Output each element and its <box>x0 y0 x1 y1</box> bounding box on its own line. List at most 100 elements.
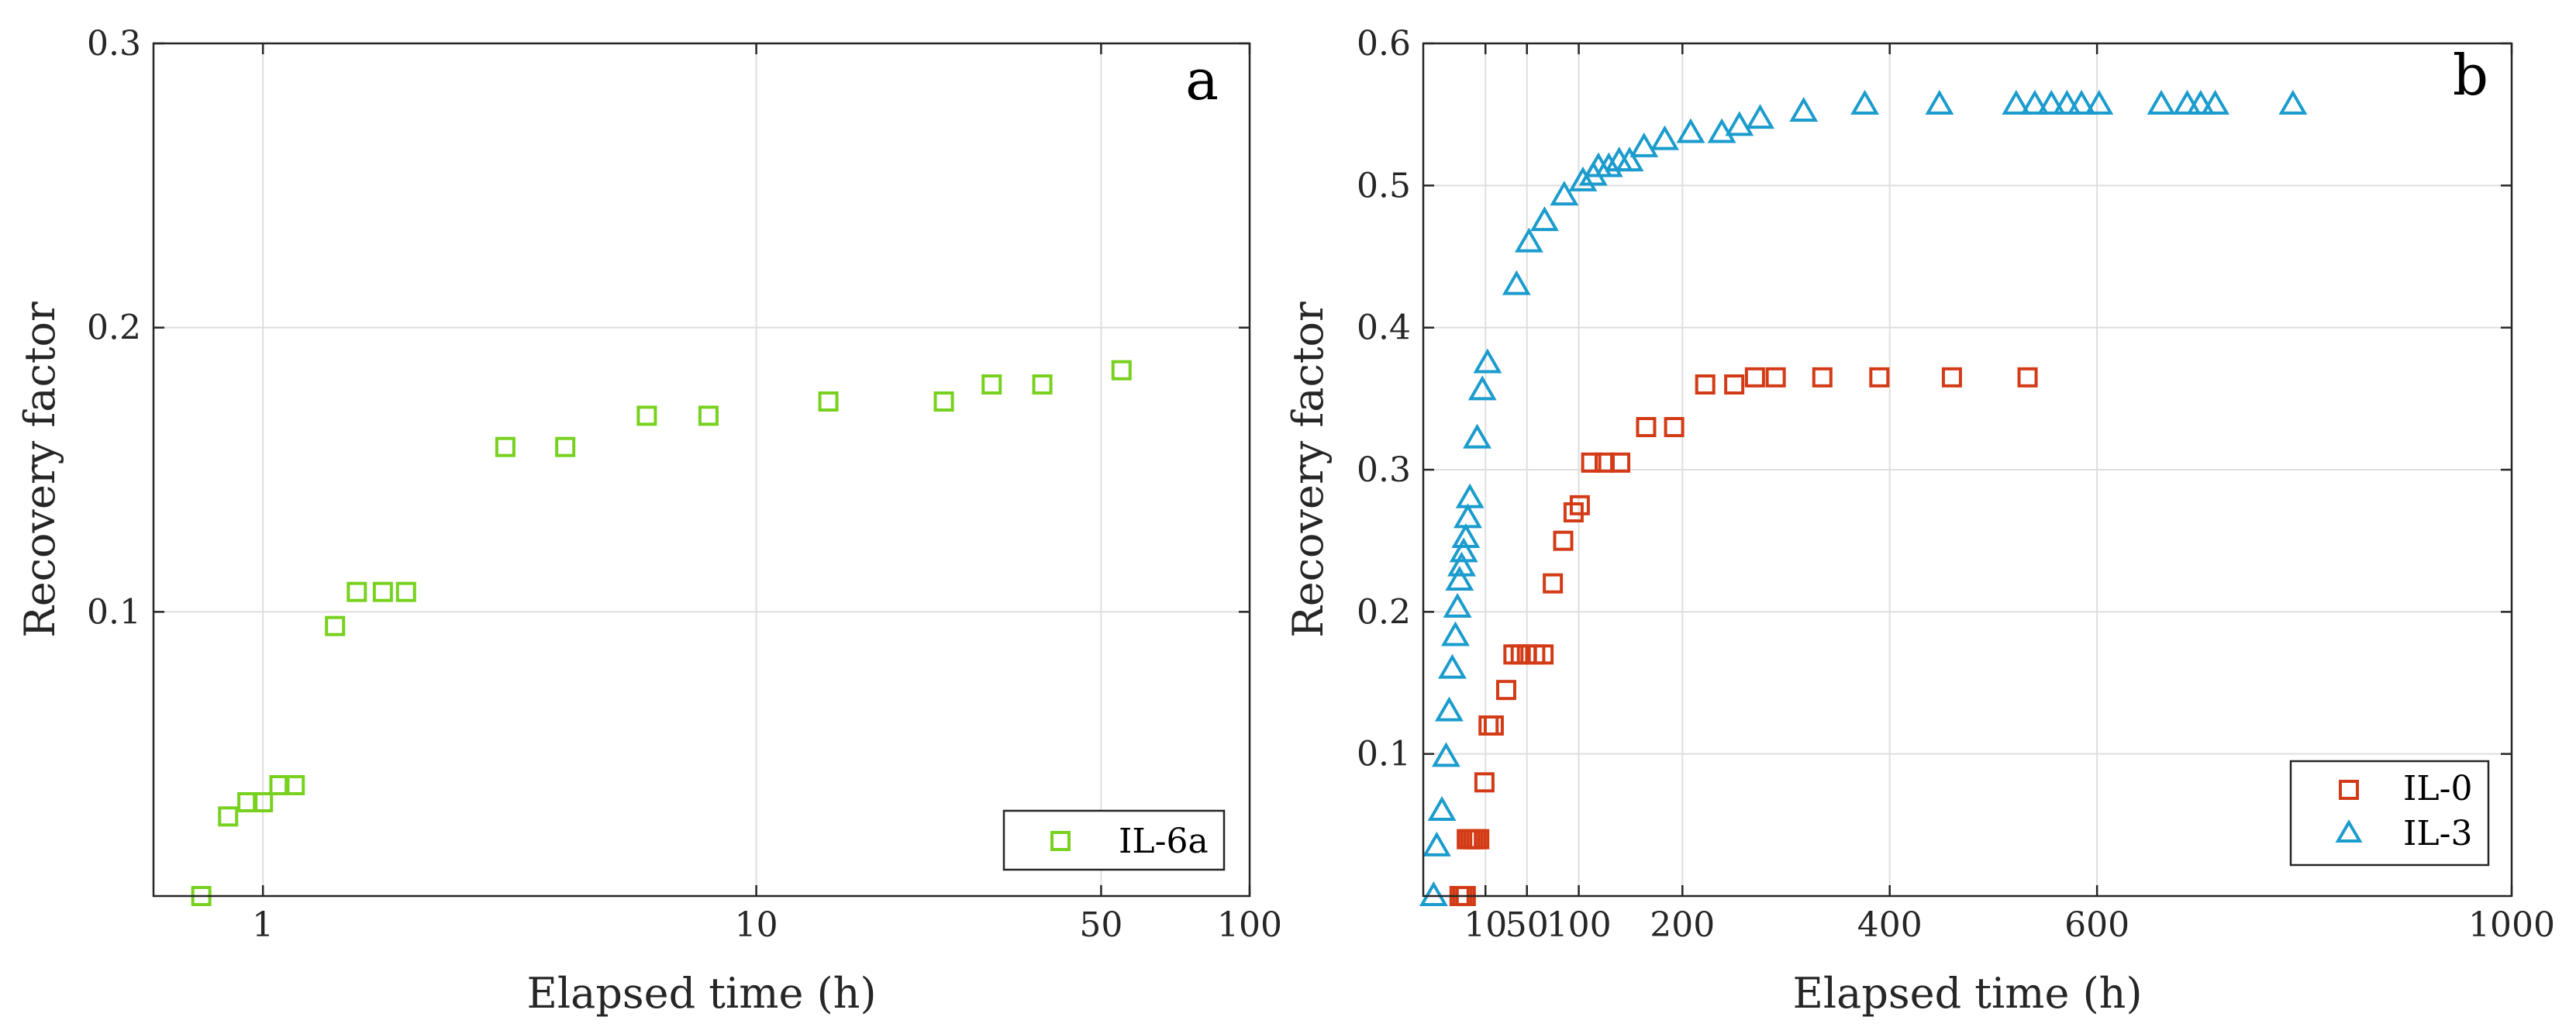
data-point-il-6a <box>395 581 416 602</box>
data-point-il-3 <box>1789 96 1819 122</box>
panel-b-xtick-label: 200 <box>1650 905 1715 945</box>
data-point-il-0 <box>1724 374 1745 395</box>
panel-a-xtick-label: 100 <box>1217 905 1282 945</box>
data-point-il-3 <box>1431 742 1460 767</box>
panel-a-grid <box>153 43 1250 896</box>
data-point-il-6a <box>981 374 1002 395</box>
data-point-il-0 <box>1941 367 1962 388</box>
panel-a-ylabel: Recovery factor <box>16 302 64 638</box>
panel-a-frame <box>152 42 1251 898</box>
panel-b-xtick-label: 10 <box>1464 905 1507 945</box>
data-point-il-3 <box>2173 89 2202 115</box>
data-point-il-0 <box>1744 367 1765 388</box>
panel-a-xtick-label: 1 <box>252 905 274 945</box>
data-point-il-6a <box>269 775 290 795</box>
data-point-il-3 <box>1427 795 1457 821</box>
data-point-il-3 <box>1676 118 1705 143</box>
panel-a-legend-label-il-6a: IL-6a <box>1119 822 1209 861</box>
panel-b-ytick-label: 0.1 <box>1357 735 1411 774</box>
panel-b-ytick-label: 0.3 <box>1357 450 1411 490</box>
panel-b-xtick-label: 1000 <box>2468 905 2555 945</box>
data-point-il-3 <box>1467 375 1497 401</box>
data-point-il-3 <box>1746 104 1775 129</box>
data-point-il-3 <box>1725 111 1754 136</box>
panel-b-ylabel: Recovery factor <box>1284 302 1333 638</box>
panel-b-xtick-label: 50 <box>1505 905 1549 945</box>
data-point-il-3 <box>1615 146 1644 172</box>
data-point-il-0 <box>1664 417 1685 437</box>
panel-a-legend-box <box>1002 809 1226 871</box>
data-point-il-0 <box>1610 452 1631 473</box>
panel-b-ytick-label: 0.2 <box>1357 592 1411 632</box>
panel-b-xlabel: Elapsed time (h) <box>1792 969 2142 1018</box>
panel-a: 1 10 50 100 0.1 0.2 0.3 a Elapsed time (h) Rec… <box>16 24 1282 1018</box>
data-point-il-3 <box>1568 166 1598 191</box>
panel-a-ytick-label: 0.1 <box>87 592 141 632</box>
data-point-il-0 <box>1533 644 1554 665</box>
panel-a-ticks: 1 10 50 100 0.1 0.2 0.3 <box>87 24 1282 945</box>
data-point-il-3 <box>2278 89 2308 115</box>
data-point-il-0 <box>1869 367 1890 388</box>
panel-b-xtick-label: 100 <box>1547 905 1612 945</box>
legend-square-marker <box>1050 831 1071 851</box>
data-point-il-6a <box>347 581 367 602</box>
data-point-il-0 <box>1495 680 1516 701</box>
data-point-il-3 <box>1454 503 1482 529</box>
data-point-il-3 <box>1514 227 1543 253</box>
panel-a-ytick-label: 0.2 <box>87 308 141 348</box>
data-point-il-6a <box>933 391 954 412</box>
data-point-il-0 <box>1483 715 1504 736</box>
panel-b-points <box>1419 89 2308 906</box>
data-point-il-0 <box>1474 772 1495 793</box>
data-point-il-3 <box>2002 89 2031 115</box>
panel-b-ytick-label: 0.6 <box>1357 24 1411 64</box>
data-point-il-3 <box>1451 522 1481 548</box>
data-point-il-0 <box>1553 530 1574 551</box>
data-point-il-6a <box>1032 374 1053 395</box>
data-point-il-3 <box>1434 696 1464 722</box>
data-point-il-3 <box>1455 483 1485 508</box>
data-point-il-0 <box>1812 367 1833 388</box>
data-point-il-3 <box>1473 348 1502 374</box>
data-point-il-3 <box>2036 89 2066 115</box>
data-point-il-3 <box>1463 423 1491 449</box>
data-point-il-3 <box>1650 125 1680 150</box>
data-point-il-3 <box>2052 89 2081 115</box>
data-point-il-3 <box>1445 565 1474 591</box>
data-point-il-3 <box>2020 89 2050 115</box>
panel-b-frame <box>1422 42 2513 898</box>
data-point-il-6a <box>636 405 657 426</box>
legend-triangle-marker <box>2335 819 2363 843</box>
panel-b-ytick-label: 0.5 <box>1357 166 1411 205</box>
legend-square-marker <box>2339 780 2359 800</box>
data-point-il-3 <box>1707 118 1736 143</box>
data-point-il-3 <box>1443 592 1472 618</box>
data-point-il-6a <box>495 436 516 457</box>
data-point-il-3 <box>1550 181 1579 206</box>
panel-a-letter: a <box>1185 47 1219 112</box>
data-point-il-6a <box>253 792 274 812</box>
data-point-il-3 <box>1419 881 1448 906</box>
data-point-il-6a <box>325 615 346 636</box>
data-point-il-0 <box>1469 829 1490 850</box>
data-point-il-3 <box>1437 653 1467 679</box>
panel-a-xlabel: Elapsed time (h) <box>526 969 876 1018</box>
panel-b-legend-label-il-3: IL-3 <box>2403 814 2472 853</box>
data-point-il-3 <box>1422 831 1451 856</box>
panel-a-points <box>191 360 1132 906</box>
data-point-il-6a <box>555 436 576 457</box>
panel-b-xtick-label: 600 <box>2064 905 2129 945</box>
data-point-il-0 <box>1695 374 1716 395</box>
data-point-il-3 <box>1502 270 1531 295</box>
panel-b-letter: b <box>2453 43 2488 108</box>
data-point-il-6a <box>698 405 719 426</box>
data-point-il-3 <box>2085 89 2114 115</box>
data-point-il-0 <box>1478 715 1499 736</box>
panel-b-legend: IL-0 IL-3 <box>2289 760 2490 867</box>
data-point-il-0 <box>1765 367 1786 388</box>
data-point-il-3 <box>1449 537 1478 563</box>
data-point-il-3 <box>1594 152 1623 178</box>
